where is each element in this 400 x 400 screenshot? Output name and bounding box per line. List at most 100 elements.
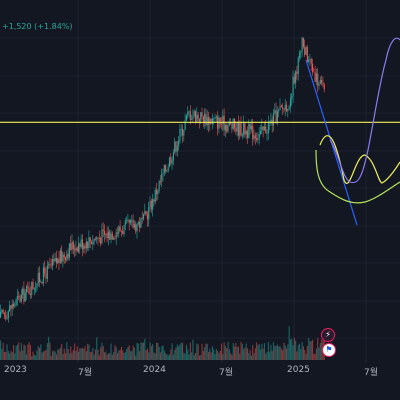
candle-body (145, 211, 147, 215)
candle-body (102, 229, 104, 231)
candle-body (234, 119, 236, 129)
volume-bar (288, 326, 290, 360)
volume-bar (313, 353, 315, 360)
volume-bar (159, 352, 161, 360)
volume-bar (211, 346, 213, 360)
volume-bar (146, 348, 148, 360)
volume-bar (79, 348, 81, 360)
candle-body (313, 71, 315, 73)
volume-bar (67, 348, 69, 360)
candle-body (197, 114, 199, 119)
volume-bar (0, 340, 2, 360)
candle-body (263, 126, 265, 130)
flag-icon[interactable]: ⚑ (322, 343, 336, 357)
candle-body (273, 112, 275, 126)
candle-body (323, 84, 325, 90)
lightning-icon[interactable]: ⚡ (321, 328, 335, 342)
candle-body (305, 47, 307, 55)
candle-body (141, 217, 143, 219)
volume-bar (74, 343, 76, 360)
candle-body (288, 106, 290, 110)
volume-bar (204, 347, 206, 360)
candle-body (248, 123, 250, 138)
candle-body (120, 231, 122, 232)
volume-bar (66, 342, 68, 360)
volume-bar (120, 346, 122, 360)
candle-body (253, 135, 255, 140)
volume-bar (15, 345, 17, 360)
candle-body (3, 313, 5, 316)
volume-bar (100, 347, 102, 360)
volume-bar (22, 350, 24, 360)
candle-body (15, 299, 17, 305)
volume-bar (250, 355, 252, 360)
candle-body (321, 79, 323, 83)
candle-body (97, 237, 99, 239)
candle-body (74, 249, 76, 251)
candle-body (306, 47, 308, 63)
volume-bar (198, 355, 200, 360)
candle-body (137, 222, 139, 225)
candle-body (200, 112, 202, 122)
candle-body (187, 112, 189, 116)
volume-bar (88, 344, 90, 360)
candle-body (35, 288, 37, 290)
candle-body (65, 257, 67, 260)
volume-bar (183, 352, 185, 360)
volume-bar (172, 354, 174, 360)
volume-bar (310, 341, 312, 360)
volume-bar (236, 347, 238, 360)
candle-body (156, 189, 158, 195)
volume-bar (132, 345, 134, 360)
volume-bar (278, 346, 280, 360)
volume-bar (28, 342, 30, 360)
candle-body (275, 110, 277, 124)
candle-body (2, 310, 4, 314)
candle-body (143, 214, 145, 219)
candle-body (85, 241, 87, 249)
candle-body (44, 267, 46, 274)
volume-bar (163, 350, 165, 360)
volume-bar (53, 350, 55, 360)
volume-bar (32, 351, 34, 360)
candle-body (227, 124, 229, 132)
candle-body (231, 123, 233, 129)
candle-body (66, 253, 68, 260)
candle-body (235, 128, 237, 132)
candle-body (26, 286, 28, 293)
volume-bar (223, 342, 225, 360)
volume-bar (109, 353, 111, 360)
volume-bar (119, 349, 121, 360)
candle-body (228, 121, 230, 125)
volume-bar (36, 350, 38, 360)
volume-bar (196, 343, 198, 360)
candle-body (318, 83, 320, 86)
volume-bar (192, 339, 194, 360)
volume-bar (76, 346, 78, 360)
candle-body (266, 133, 268, 134)
volume-bar (188, 354, 190, 360)
candle-body (300, 51, 302, 53)
candle-body (222, 115, 224, 125)
volume-bar (228, 349, 230, 360)
volume-bar (315, 348, 317, 360)
volume-bar (254, 348, 256, 360)
volume-bar (280, 348, 282, 360)
candle-body (83, 245, 85, 250)
volume-bar (55, 354, 57, 360)
candle-body (123, 225, 125, 235)
x-axis-label-2023: 2023 (4, 365, 27, 375)
volume-bar (245, 343, 247, 360)
volume-bar (97, 349, 99, 360)
candle-body (257, 138, 259, 140)
candle-body (279, 105, 281, 110)
volume-bar (275, 345, 277, 360)
volume-bar (61, 343, 63, 360)
volume-bar (158, 346, 160, 360)
volume-bar (161, 346, 163, 360)
volume-bar (93, 354, 95, 360)
volume-bar (234, 346, 236, 360)
volume-bar (40, 344, 42, 360)
candle-body (205, 113, 207, 126)
